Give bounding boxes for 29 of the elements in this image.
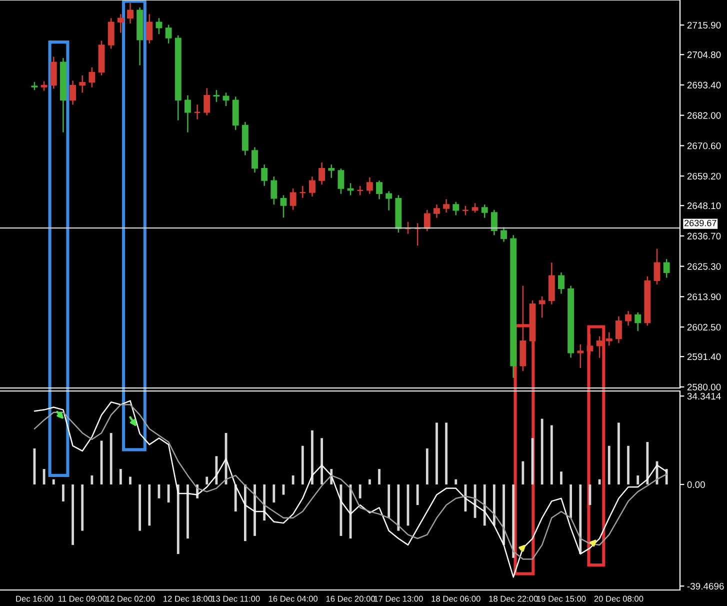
y-tick-label: 34.3414: [687, 392, 721, 400]
x-tick-label: Dec 16:00: [16, 596, 54, 602]
y-tick-label: 2704.80: [687, 51, 721, 58]
y-tick-label: 2715.90: [687, 22, 721, 29]
x-tick-label: 20 Dec 08:00: [594, 596, 644, 602]
y-tick-label: 2591.40: [687, 353, 721, 360]
y-tick-label: 2625.30: [687, 263, 721, 270]
x-tick-label: 16 Dec 20:00: [326, 596, 375, 602]
y-tick-label: -39.4696: [687, 582, 724, 590]
x-tick-label: 12 Dec 18:00: [164, 596, 212, 602]
y-tick-label: 2682.00: [687, 112, 721, 119]
x-tick-label: 11 Dec 09:00: [58, 596, 107, 602]
x-tick-label: 19 Dec 15:00: [537, 596, 586, 602]
ref-line-label: 2639.67: [684, 220, 716, 226]
y-tick-label: 2602.50: [687, 324, 721, 331]
x-tick-label: 18 Dec 22:00: [489, 596, 538, 602]
y-tick-label: 2636.70: [687, 232, 721, 240]
y-tick-label: 2670.60: [687, 142, 721, 150]
y-tick-label: 2693.40: [687, 82, 721, 88]
y-tick-label: 2648.10: [687, 202, 721, 210]
y-tick-label: 2580.00: [687, 384, 721, 390]
x-tick-label: 17 Dec 13:00: [374, 596, 423, 602]
x-tick-label: 16 Dec 04:00: [268, 596, 318, 602]
y-tick-label: 2613.90: [687, 293, 721, 300]
x-tick-label: 12 Dec 02:00: [106, 596, 155, 602]
y-tick-label: 0.00: [687, 481, 705, 488]
x-tick-label: 13 Dec 11:00: [212, 596, 260, 602]
x-tick-label: 18 Dec 06:00: [432, 596, 480, 602]
y-tick-label: 2659.20: [687, 172, 721, 180]
